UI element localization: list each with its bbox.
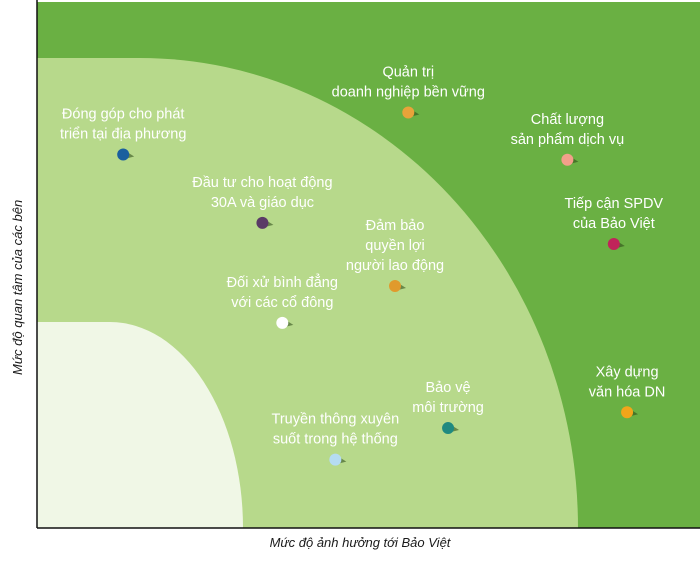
point-marker-6 [276, 316, 289, 329]
point-label-0: Quản trị doanh nghiệp bền vững [332, 64, 485, 100]
point-label-5: Tiếp cận SPDV của Bảo Việt [565, 196, 664, 232]
point-label-2: Đóng góp cho phát triển tại địa phương [60, 107, 186, 143]
point-marker-4 [389, 280, 402, 293]
point-marker-7 [442, 422, 455, 435]
point-marker-8 [621, 406, 634, 419]
point-marker-9 [329, 453, 342, 466]
point-label-4: Đảm bảo quyền lợi người lao động [346, 218, 444, 274]
x-axis-label: Mức độ ảnh hưởng tới Bảo Việt [269, 535, 451, 550]
point-label-6: Đối xử bình đẳng với các cổ đông [227, 273, 338, 311]
point-label-3: Đầu tư cho hoạt động 30A và giáo dục [192, 175, 332, 211]
y-axis-label: Mức độ quan tâm của các bên [10, 199, 25, 375]
point-marker-2 [117, 148, 130, 161]
zone-low [37, 322, 243, 528]
point-marker-1 [561, 153, 574, 166]
point-label-8: Xây dựng văn hóa DN [589, 364, 666, 400]
point-label-7: Bảo vệ môi trường [412, 380, 484, 416]
point-label-1: Chất lượng sản phẩm dịch vụ [511, 112, 625, 148]
point-label-9: Truyền thông xuyên suốt trong hệ thống [272, 412, 400, 448]
point-marker-3 [256, 216, 269, 229]
point-marker-0 [402, 106, 415, 119]
point-marker-5 [607, 237, 620, 250]
